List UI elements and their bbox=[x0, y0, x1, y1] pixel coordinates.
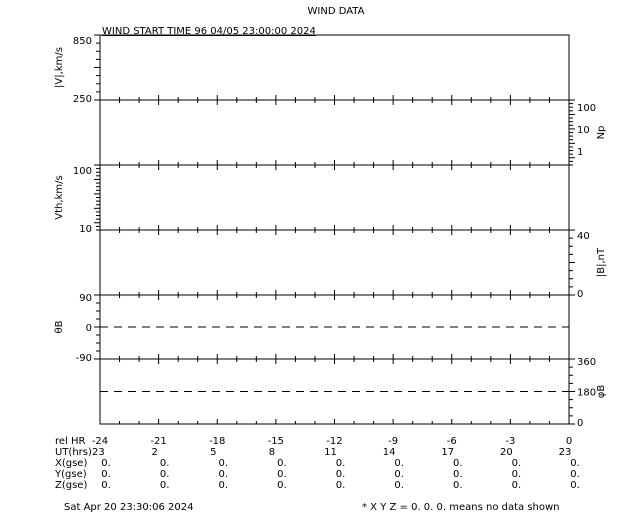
table-cell: 23 bbox=[559, 447, 572, 458]
table-cell: 0. bbox=[453, 480, 463, 491]
y-tick-label: -90 bbox=[76, 353, 92, 364]
table-cell: 20 bbox=[500, 447, 513, 458]
table-cell: 0. bbox=[277, 458, 287, 469]
y-tick-label: 100 bbox=[577, 103, 596, 114]
table-cell: 0. bbox=[453, 458, 463, 469]
table-row-label: Z(gse) bbox=[55, 480, 87, 491]
y-axis-label: |V|,km/s bbox=[54, 47, 65, 88]
y-tick-label: 0 bbox=[577, 418, 583, 429]
y-tick-label: 0 bbox=[86, 323, 92, 334]
table-cell: 0. bbox=[160, 458, 170, 469]
y-tick-label: 0 bbox=[577, 289, 583, 300]
table-cell: 0. bbox=[218, 469, 228, 480]
table-cell: -24 bbox=[92, 436, 108, 447]
table-cell: 0. bbox=[277, 480, 287, 491]
table-cell: 0. bbox=[101, 480, 111, 491]
table-cell: 0. bbox=[101, 458, 111, 469]
table-cell: 0. bbox=[512, 458, 522, 469]
table-cell: -9 bbox=[388, 436, 398, 447]
table-cell: -6 bbox=[447, 436, 457, 447]
footer-note: * X Y Z = 0. 0. 0. means no data shown bbox=[362, 502, 560, 512]
table-row-label: X(gse) bbox=[55, 458, 87, 469]
table-cell: 17 bbox=[441, 447, 454, 458]
y-axis-label: θB bbox=[54, 320, 65, 333]
table-cell: 0. bbox=[160, 469, 170, 480]
table-cell: 0. bbox=[570, 458, 580, 469]
table-cell: 0. bbox=[453, 469, 463, 480]
y-axis-label: Vth,km/s bbox=[54, 175, 65, 219]
y-tick-label: 850 bbox=[73, 36, 92, 47]
y-tick-label: 40 bbox=[577, 231, 590, 242]
table-cell: 0. bbox=[512, 469, 522, 480]
table-cell: 0. bbox=[336, 480, 346, 491]
footer-date: Sat Apr 20 23:30:06 2024 bbox=[64, 502, 194, 512]
table-row-label: rel HR bbox=[55, 436, 86, 447]
table-cell: -21 bbox=[150, 436, 166, 447]
table-cell: 0. bbox=[394, 480, 404, 491]
table-row-label: UT(hrs) bbox=[55, 447, 92, 458]
table-cell: 0. bbox=[570, 480, 580, 491]
table-cell: 0. bbox=[336, 458, 346, 469]
y-tick-label: 180 bbox=[577, 388, 596, 399]
table-cell: 0. bbox=[512, 480, 522, 491]
table-cell: 11 bbox=[324, 447, 337, 458]
chart-title: WIND DATA bbox=[308, 6, 365, 17]
table-cell: 0. bbox=[218, 480, 228, 491]
y-tick-label: 10 bbox=[79, 224, 92, 235]
table-cell: 5 bbox=[210, 447, 216, 458]
y-axis-label: φB bbox=[596, 385, 607, 399]
table-cell: 0. bbox=[570, 469, 580, 480]
y-tick-label: 10 bbox=[577, 125, 590, 136]
table-cell: 8 bbox=[269, 447, 275, 458]
y-tick-label: 360 bbox=[577, 357, 596, 368]
chart-subtitle: WIND START TIME 96 04/05 23:00:00 2024 bbox=[102, 26, 316, 37]
table-cell: 0. bbox=[394, 458, 404, 469]
table-cell: 0. bbox=[101, 469, 111, 480]
y-tick-label: 90 bbox=[79, 293, 92, 304]
table-cell: -15 bbox=[268, 436, 284, 447]
y-tick-label: 250 bbox=[73, 94, 92, 105]
table-cell: 0. bbox=[394, 469, 404, 480]
table-cell: 2 bbox=[151, 447, 157, 458]
table-cell: 0. bbox=[218, 458, 228, 469]
y-axis-label: Np bbox=[596, 126, 607, 140]
table-cell: 0 bbox=[566, 436, 572, 447]
table-cell: 0. bbox=[336, 469, 346, 480]
y-tick-label: 1 bbox=[577, 147, 583, 158]
table-cell: 23 bbox=[92, 447, 105, 458]
table-cell: -3 bbox=[505, 436, 515, 447]
y-tick-label: 100 bbox=[73, 166, 92, 177]
y-axis-label: |B|,nT bbox=[596, 247, 607, 277]
table-cell: 14 bbox=[383, 447, 396, 458]
table-cell: -12 bbox=[326, 436, 342, 447]
table-row-label: Y(gse) bbox=[54, 469, 87, 480]
table-cell: -18 bbox=[209, 436, 225, 447]
table-cell: 0. bbox=[160, 480, 170, 491]
table-cell: 0. bbox=[277, 469, 287, 480]
